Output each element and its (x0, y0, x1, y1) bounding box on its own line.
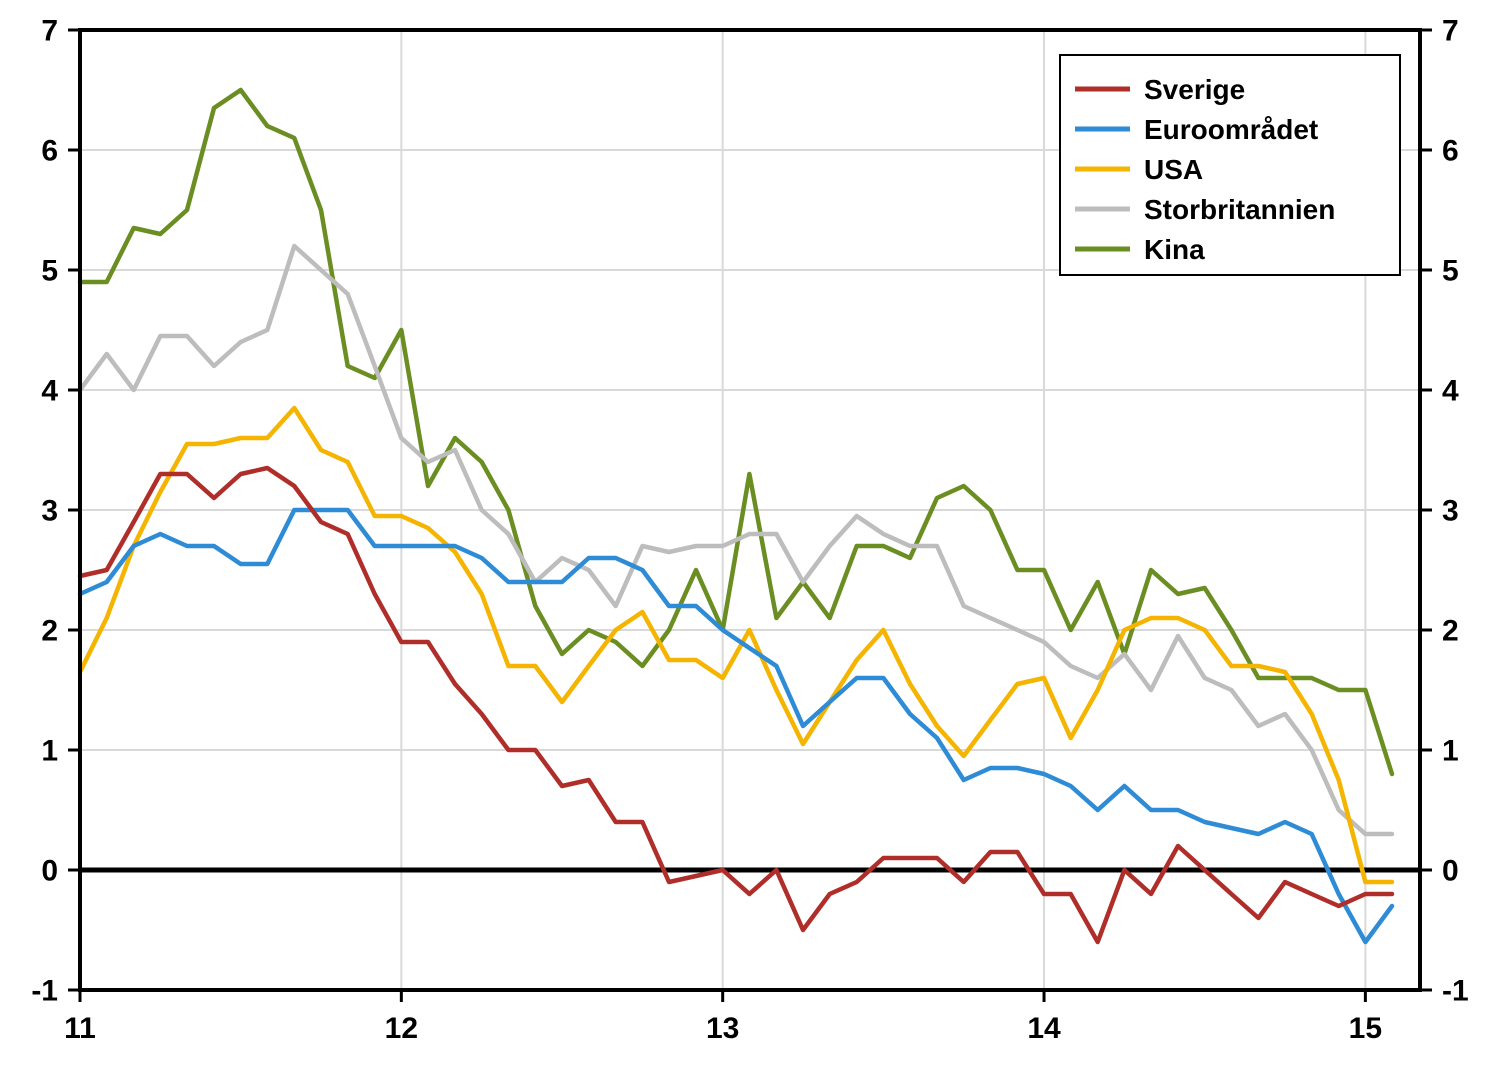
x-tick-label: 12 (385, 1012, 418, 1045)
x-tick-label: 13 (706, 1012, 739, 1045)
y-tick-label-right: 5 (1442, 255, 1459, 288)
y-tick-label-left: 4 (41, 375, 58, 408)
y-tick-label-right: 4 (1442, 375, 1459, 408)
legend-label: Kina (1144, 234, 1205, 265)
line-chart: 1112131415-1-10011223344556677SverigeEur… (0, 0, 1500, 1083)
y-tick-label-right: 3 (1442, 495, 1459, 528)
y-tick-label-left: -1 (31, 975, 58, 1008)
y-tick-label-left: 6 (41, 135, 58, 168)
y-tick-label-left: 0 (41, 855, 58, 888)
x-tick-label: 14 (1027, 1012, 1061, 1045)
y-tick-label-right: 2 (1442, 615, 1459, 648)
legend-label: Sverige (1144, 74, 1245, 105)
y-tick-label-left: 7 (41, 15, 58, 48)
y-tick-label-left: 2 (41, 615, 58, 648)
y-tick-label-left: 1 (41, 735, 58, 768)
legend-label: Euroområdet (1144, 114, 1318, 145)
y-tick-label-left: 5 (41, 255, 58, 288)
y-tick-label-right: 1 (1442, 735, 1459, 768)
y-tick-label-right: 6 (1442, 135, 1459, 168)
y-tick-label-right: 7 (1442, 15, 1459, 48)
x-tick-label: 11 (64, 1012, 96, 1045)
legend: Sverige Euroområdet USA Storbritannien Kina (1060, 55, 1400, 275)
y-tick-label-right: 0 (1442, 855, 1459, 888)
y-tick-label-right: -1 (1442, 975, 1469, 1008)
x-tick-label: 15 (1349, 1012, 1382, 1045)
legend-label: USA (1144, 154, 1203, 185)
legend-label: Storbritannien (1144, 194, 1335, 225)
y-tick-label-left: 3 (41, 495, 58, 528)
